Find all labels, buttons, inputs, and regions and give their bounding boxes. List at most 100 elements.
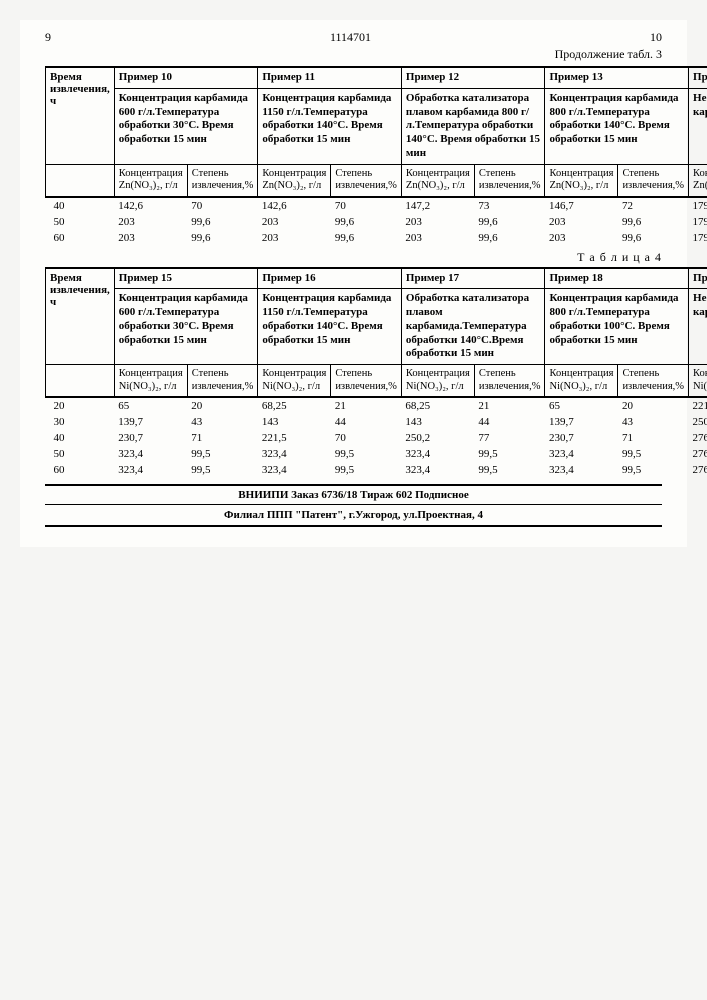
data-cell: 68,25 xyxy=(401,397,474,414)
data-cell: 323,4 xyxy=(114,462,187,478)
data-cell: 99,6 xyxy=(474,214,545,230)
data-cell: 323,4 xyxy=(258,462,331,478)
table-row: 60323,499,5323,499,5323,499,5323,499,527… xyxy=(46,462,707,478)
time-cell: 50 xyxy=(46,446,115,462)
t4-rowlabel: Время извлечения, ч xyxy=(46,268,115,365)
data-cell: 99,5 xyxy=(474,446,545,462)
data-cell: 20 xyxy=(187,397,258,414)
time-cell: 20 xyxy=(46,397,115,414)
t4-sub-conc-1: Концентрация Ni(NO₃)₂, г/л xyxy=(114,365,187,398)
data-cell: 20 xyxy=(618,397,689,414)
t3-sub-conc-4: Концентрация Zn(NO₃)₂, г/л xyxy=(545,164,618,197)
data-cell: 43 xyxy=(187,414,258,430)
data-cell: 179,5 xyxy=(689,214,707,230)
data-cell: 99,5 xyxy=(331,446,402,462)
data-cell: 99,6 xyxy=(474,230,545,246)
data-cell: 203 xyxy=(401,214,474,230)
t3-sub-deg-3: Степень извлечения,% xyxy=(474,164,545,197)
t4-ex17-title: Пример 17 xyxy=(401,268,545,289)
t3-ex14-title: Пример 14 xyxy=(689,67,707,88)
data-cell: 99,6 xyxy=(187,214,258,230)
data-cell: 323,4 xyxy=(401,446,474,462)
time-cell: 30 xyxy=(46,414,115,430)
data-cell: 71 xyxy=(187,430,258,446)
data-cell: 203 xyxy=(258,214,331,230)
data-cell: 139,7 xyxy=(114,414,187,430)
t3-sub-deg-4: Степень извлечения,% xyxy=(618,164,689,197)
data-cell: 323,4 xyxy=(545,462,618,478)
data-cell: 146,7 xyxy=(545,197,618,214)
data-cell: 221,5 xyxy=(258,430,331,446)
data-cell: 147,2 xyxy=(401,197,474,214)
data-cell: 139,7 xyxy=(545,414,618,430)
t3-ex13-desc: Концентрация карбамида 800 г/л.Температу… xyxy=(545,88,689,164)
t3-sub-deg-2: Степень извлечения,% xyxy=(331,164,402,197)
data-cell: 77 xyxy=(474,430,545,446)
data-cell: 203 xyxy=(114,230,187,246)
data-cell: 99,5 xyxy=(331,462,402,478)
data-cell: 203 xyxy=(401,230,474,246)
t4-sub-deg-1: Степень извлечения,% xyxy=(187,365,258,398)
data-cell: 276,2 xyxy=(689,446,707,462)
data-cell: 68,25 xyxy=(258,397,331,414)
t4-sub-blank xyxy=(46,365,115,398)
t4-ex19-desc: Не обработанный карбамидом катализатор xyxy=(689,289,707,365)
data-cell: 43 xyxy=(618,414,689,430)
time-cell: 40 xyxy=(46,430,115,446)
footer-bar: ВНИИПИ Заказ 6736/18 Тираж 602 Подписное xyxy=(45,484,662,505)
t4-ex19-title: Пример 19 xyxy=(689,268,707,289)
data-cell: 230,7 xyxy=(114,430,187,446)
t4-ex16-title: Пример 16 xyxy=(258,268,402,289)
data-cell: 99,6 xyxy=(187,230,258,246)
data-cell: 142,6 xyxy=(114,197,187,214)
t3-ex11-title: Пример 11 xyxy=(258,67,402,88)
header-row: 9 1114701 10 xyxy=(45,30,662,45)
doc-number: 1114701 xyxy=(330,30,371,45)
t3-sub-conc-5: Концентрация Zn(NO₃)₂, г/л xyxy=(689,164,707,197)
table-row: 6020399,620399,620399,620399,6179,588 xyxy=(46,230,707,246)
data-cell: 179,5 xyxy=(689,230,707,246)
data-cell: 203 xyxy=(258,230,331,246)
data-cell: 65 xyxy=(114,397,187,414)
t4-ex18-title: Пример 18 xyxy=(545,268,689,289)
t3-ex13-title: Пример 13 xyxy=(545,67,689,88)
table-row: 50323,499,5323,499,5323,499,5323,499,527… xyxy=(46,446,707,462)
data-cell: 70 xyxy=(331,197,402,214)
t4-sub-conc-4: Концентрация Ni(NO₃)₂, г/л xyxy=(545,365,618,398)
t4-sub-conc-2: Концентрация Ni(NO₃)₂, г/л xyxy=(258,365,331,398)
t4-sub-conc-5: Концентрация Ni(NO₃)₂, г/л xyxy=(689,365,707,398)
data-cell: 143 xyxy=(401,414,474,430)
data-cell: 73 xyxy=(474,197,545,214)
t3-ex10-desc: Концентрация карбамида 600 г/л.Температу… xyxy=(114,88,258,164)
data-cell: 276,2 xyxy=(689,462,707,478)
data-cell: 44 xyxy=(474,414,545,430)
t3-rowlabel: Время извлечения, ч xyxy=(46,67,115,164)
t3-ex11-desc: Концентрация карбамида 1150 г/л.Температ… xyxy=(258,88,402,164)
data-cell: 99,6 xyxy=(331,230,402,246)
data-cell: 70 xyxy=(187,197,258,214)
data-cell: 142,6 xyxy=(258,197,331,214)
time-cell: 50 xyxy=(46,214,115,230)
t4-sub-deg-4: Степень извлечения,% xyxy=(618,365,689,398)
table-row: 40142,670142,670147,273146,772179,588 xyxy=(46,197,707,214)
t3-sub-conc-1: Концентрация Zn(NO₃)₂, г/л xyxy=(114,164,187,197)
data-cell: 323,4 xyxy=(545,446,618,462)
t4-sub-conc-3: Концентрация Ni(NO₃)₂, г/л xyxy=(401,365,474,398)
data-cell: 99,6 xyxy=(618,214,689,230)
data-cell: 143 xyxy=(258,414,331,430)
t4-ex15-title: Пример 15 xyxy=(114,268,258,289)
data-cell: 203 xyxy=(545,214,618,230)
data-cell: 230,7 xyxy=(545,430,618,446)
data-cell: 179,5 xyxy=(689,197,707,214)
data-cell: 203 xyxy=(545,230,618,246)
data-cell: 203 xyxy=(114,214,187,230)
data-cell: 21 xyxy=(474,397,545,414)
t3-ex14-desc: Не обработанный карбамидом катализатор xyxy=(689,88,707,164)
table4-label: Т а б л и ц а 4 xyxy=(45,250,662,265)
time-cell: 40 xyxy=(46,197,115,214)
col-right: 10 xyxy=(650,30,662,45)
table-4: Время извлечения, ч Пример 15 Пример 16 … xyxy=(45,267,707,479)
t3-ex12-desc: Обработка катализатора плавом карбамида … xyxy=(401,88,545,164)
data-cell: 323,4 xyxy=(258,446,331,462)
data-cell: 65 xyxy=(545,397,618,414)
